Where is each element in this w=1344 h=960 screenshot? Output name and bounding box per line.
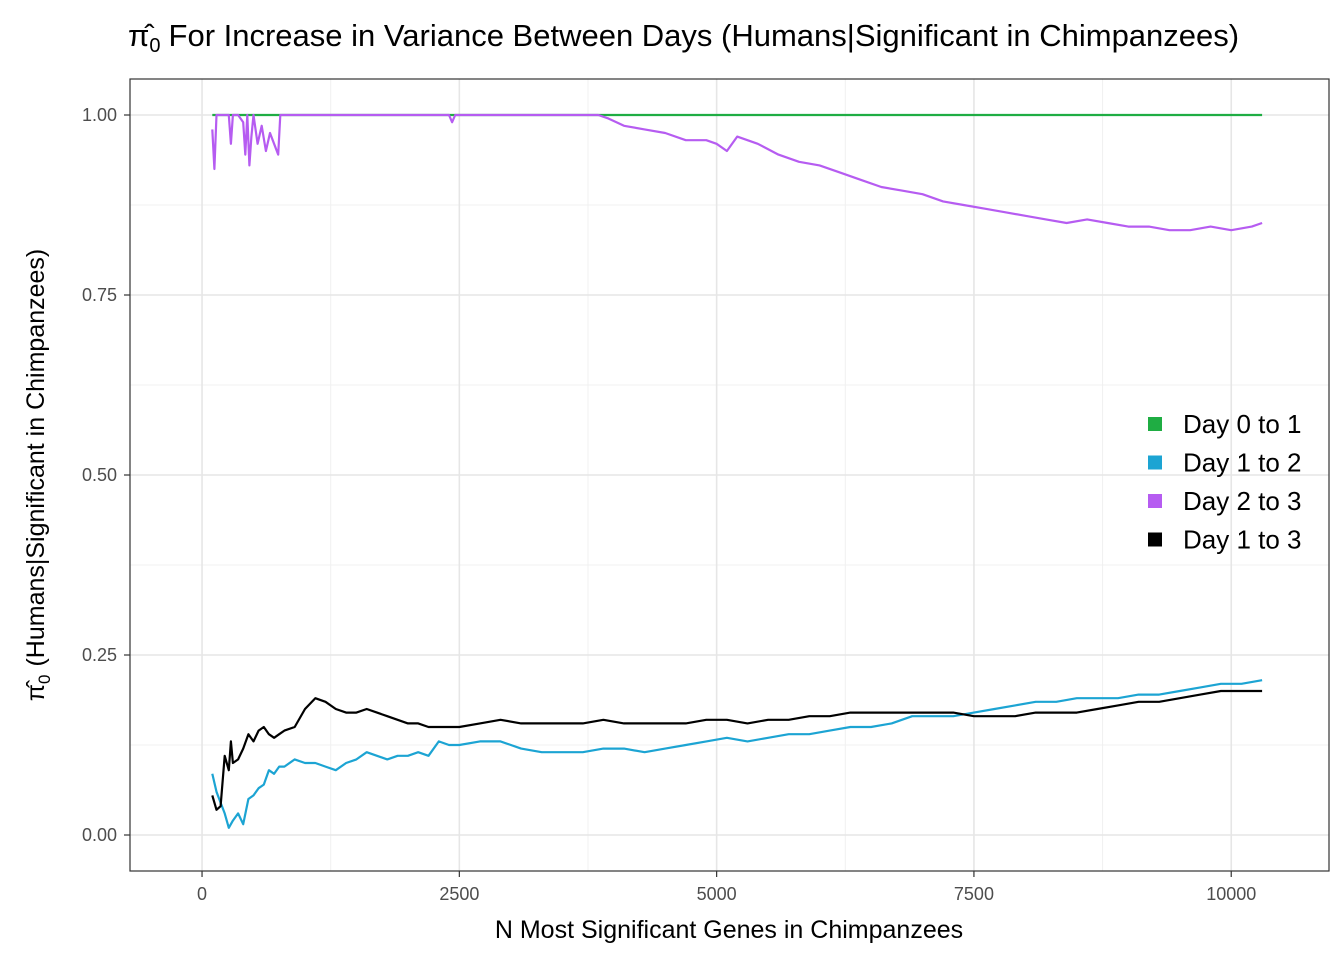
x-axis-title: N Most Significant Genes in Chimpanzees — [495, 916, 963, 944]
legend: Day 0 to 1 Day 1 to 2 Day 2 to 3 Day 1 to 3 — [1148, 409, 1302, 555]
y-tick-label: 1.00 — [82, 105, 117, 125]
grid — [130, 79, 1329, 871]
x-tick-label: 10000 — [1206, 884, 1256, 904]
y-axis-pi-symbol: π̂ — [22, 679, 50, 701]
chart-title: π̂0 For Increase in Variance Between Days… — [128, 18, 1239, 57]
x-tick-label: 5000 — [697, 884, 737, 904]
legend-key — [1148, 417, 1162, 431]
legend-key — [1148, 455, 1162, 470]
series-line — [211, 113, 1263, 232]
x-axis: 0 2500 5000 7500 10000 — [197, 871, 1256, 904]
legend-key — [1148, 494, 1162, 508]
x-tick-label: 2500 — [439, 884, 479, 904]
series-line — [211, 679, 1263, 829]
legend-label: Day 0 to 1 — [1183, 409, 1302, 439]
y-tick-label: 0.50 — [82, 465, 117, 485]
y-axis-title: π̂0 (Humans|Significant in Chimpanzees) — [22, 249, 54, 702]
x-tick-label: 7500 — [954, 884, 994, 904]
legend-label: Day 1 to 2 — [1183, 448, 1302, 478]
y-axis: 0.00 0.25 0.50 0.75 1.00 — [82, 105, 130, 845]
title-text: For Increase in Variance Between Days (H… — [169, 18, 1240, 53]
series-line — [211, 689, 1263, 811]
legend-label: Day 2 to 3 — [1183, 486, 1302, 516]
x-tick-label: 0 — [197, 884, 207, 904]
series-lines — [211, 113, 1263, 829]
y-tick-label: 0.25 — [82, 645, 117, 665]
legend-key — [1148, 532, 1162, 547]
y-axis-subscript: 0 — [35, 675, 54, 684]
title-subscript: 0 — [149, 35, 160, 57]
y-tick-label: 0.00 — [82, 825, 117, 845]
legend-label: Day 1 to 3 — [1183, 525, 1302, 555]
y-axis-title-text: (Humans|Significant in Chimpanzees) — [22, 249, 50, 667]
y-tick-label: 0.75 — [82, 285, 117, 305]
